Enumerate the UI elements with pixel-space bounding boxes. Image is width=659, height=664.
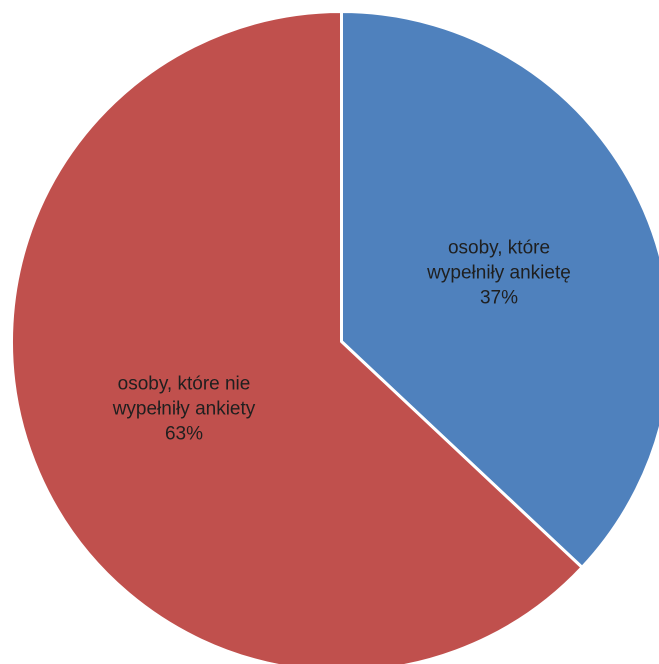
slice-value-label: 63% — [165, 424, 203, 445]
slice-category-label-line: wypełniły ankietę — [426, 262, 571, 283]
slice-label-1: osoby, które wypełniły ankietę 37% — [426, 237, 571, 308]
slice-value-label: 37% — [480, 287, 518, 308]
slice-label-2: osoby, które nie wypełniły ankiety 63% — [112, 374, 256, 445]
slice-category-label-line: wypełniły ankiety — [112, 399, 256, 420]
slice-category-label-line: osoby, które nie — [118, 374, 251, 395]
slice-category-label-line: osoby, które — [448, 237, 550, 258]
pie-labels: osoby, które wypełniły ankietę 37%osoby, k… — [112, 237, 571, 444]
pie-slices — [10, 10, 659, 664]
pie-slice-1 — [340, 10, 659, 569]
